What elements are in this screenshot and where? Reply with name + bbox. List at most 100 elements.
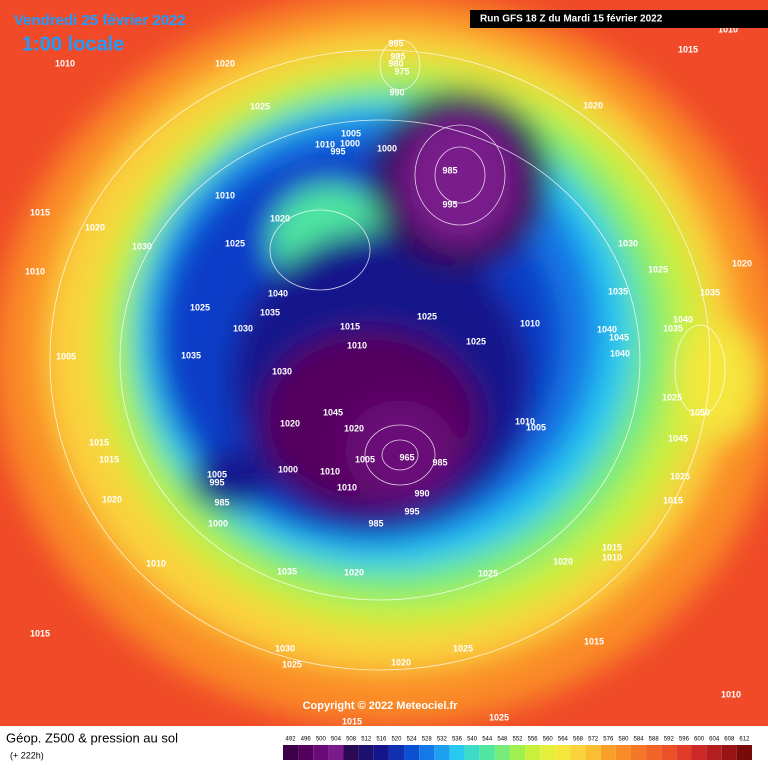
colorbar-label: 548 <box>497 737 508 743</box>
isobar-label: 1045 <box>323 407 343 417</box>
colorbar-label: 496 <box>301 737 312 743</box>
isobar-label: 1035 <box>608 286 628 296</box>
isobar-label: 1005 <box>56 351 76 361</box>
isobar-label: 1040 <box>610 348 630 358</box>
run-bar <box>470 10 768 28</box>
isobar-label: 1000 <box>278 464 298 474</box>
colorbar-label: 588 <box>649 737 660 743</box>
isobar-label: 1025 <box>648 264 668 274</box>
colorbar-label: 512 <box>361 737 372 743</box>
isobar-label: 1030 <box>618 238 638 248</box>
isobar-label: 1005 <box>355 454 375 464</box>
isobar-label: 995 <box>209 477 224 487</box>
colorbar-label: 504 <box>331 737 342 743</box>
colorbar-label: 532 <box>437 737 448 743</box>
isobar-label: 1030 <box>272 366 292 376</box>
isobar-label: 1020 <box>732 258 752 268</box>
isobars <box>49 39 726 671</box>
isobar-label: 1020 <box>270 213 290 223</box>
isobar-label: 1010 <box>315 139 335 149</box>
isobar-label: 985 <box>214 497 229 507</box>
isobar-label: 985 <box>368 518 383 528</box>
colorbar-label: 568 <box>573 737 584 743</box>
colorbar-label: 608 <box>724 737 735 743</box>
isobar-label: 995 <box>404 506 419 516</box>
colorbar-swatch <box>388 745 405 760</box>
isobar-label: 1010 <box>55 58 75 68</box>
colorbar-swatch <box>404 745 420 760</box>
colorbar: 492 496 500 504 508 512 516 520 524 528 532 536 540 5… <box>283 737 752 760</box>
colorbar-swatch <box>449 745 465 760</box>
isobar-label: 1025 <box>662 392 682 402</box>
colorbar-swatch <box>615 745 631 760</box>
isobar-label: 990 <box>389 87 404 97</box>
isobar-label: 1010 <box>721 689 741 699</box>
isobar-label: 1015 <box>678 44 698 54</box>
isobar-label: 1020 <box>215 58 235 68</box>
isobar-label: 985 <box>390 51 405 61</box>
colorbar-swatch <box>555 745 571 760</box>
isobar-label: 1010 <box>146 558 166 568</box>
colorbar-label: 552 <box>512 737 523 743</box>
isobar-label: 1030 <box>132 241 152 251</box>
isobar-label: 1015 <box>663 495 683 505</box>
isobar-label: 965 <box>399 452 414 462</box>
colorbar-label: 536 <box>452 737 463 743</box>
colorbar-label: 572 <box>588 737 599 743</box>
isobar-label: 1035 <box>181 350 201 360</box>
colorbar-label: 560 <box>543 737 554 743</box>
colorbar-swatch <box>419 745 435 760</box>
isobar-label: 1025 <box>417 311 437 321</box>
isobar-label: 1015 <box>99 454 119 464</box>
isobar-label: 990 <box>414 488 429 498</box>
isobar-label: 1050 <box>690 407 710 417</box>
colorbar-swatch <box>691 745 707 760</box>
footer-title: Géop. Z500 & pression au sol <box>6 730 178 745</box>
isobar-label: 1020 <box>102 494 122 504</box>
isobar-label: 1005 <box>526 422 546 432</box>
lead-time: (+ 222h) <box>10 750 44 760</box>
isobar-label: 1015 <box>584 636 604 646</box>
isobar-label: 1040 <box>673 314 693 324</box>
colorbar-swatch <box>676 745 692 760</box>
isobar-label: 1025 <box>250 101 270 111</box>
colorbar-label: 580 <box>618 737 629 743</box>
isobar-label: 1025 <box>225 238 245 248</box>
colorbar-swatch <box>525 745 541 760</box>
isobar-label: 1015 <box>30 207 50 217</box>
isobar-label: 1025 <box>190 302 210 312</box>
colorbar-label: 508 <box>346 737 357 743</box>
isobar-label: 1010 <box>520 318 540 328</box>
isobar-label: 1030 <box>275 643 295 653</box>
colorbar-label: 556 <box>528 737 539 743</box>
isobar-label: 995 <box>388 38 403 48</box>
colorbar-swatch <box>736 745 752 760</box>
isobar-label: 1015 <box>89 437 109 447</box>
colorbar-swatch <box>585 745 601 760</box>
colorbar-swatch <box>646 745 662 760</box>
isobar-label: 1035 <box>663 323 683 333</box>
colorbar-swatch <box>630 745 647 760</box>
colorbar-swatch <box>464 745 480 760</box>
isobar-label: 995 <box>442 199 457 209</box>
isobar-label: 1025 <box>282 659 302 669</box>
isobar-label: 1030 <box>233 323 253 333</box>
colorbar-label: 612 <box>739 737 750 743</box>
colorbar-swatch <box>298 745 314 760</box>
isobar-label: 1005 <box>207 469 227 479</box>
isobar-label: 1040 <box>597 324 617 334</box>
isobar-label: 1025 <box>478 568 498 578</box>
colorbar-label: 564 <box>558 737 569 743</box>
isobar-label: 1045 <box>609 332 629 342</box>
isobar-label: 1020 <box>583 100 603 110</box>
run-info: Run GFS 18 Z du Mardi 15 février 2022 <box>480 14 663 25</box>
colorbar-label: 524 <box>407 737 418 743</box>
isobar-label: 1010 <box>515 416 535 426</box>
isobar-label: 1020 <box>553 556 573 566</box>
isobar-label: 1010 <box>602 552 622 562</box>
isobar-label: 1045 <box>668 433 688 443</box>
colorbar-label: 528 <box>422 737 433 743</box>
colorbar-label: 576 <box>603 737 614 743</box>
